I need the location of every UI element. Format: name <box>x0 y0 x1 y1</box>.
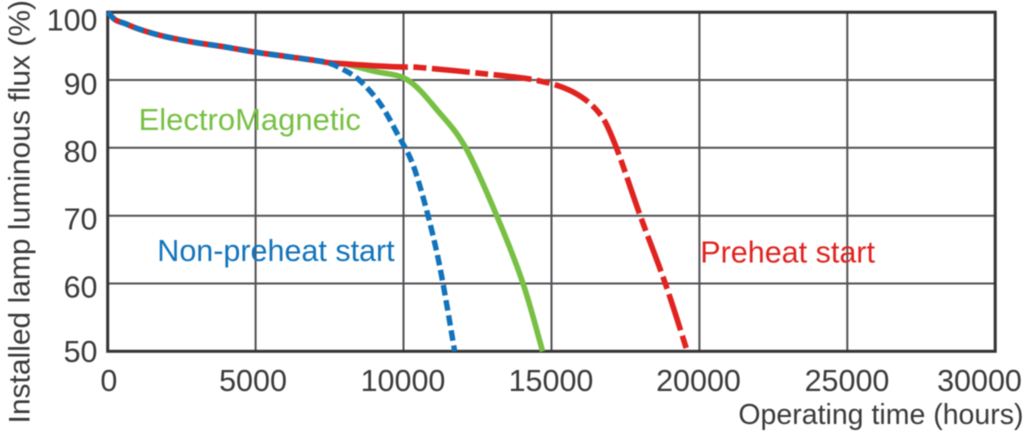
svg-text:30000: 30000 <box>937 364 1022 398</box>
svg-text:ElectroMagnetic: ElectroMagnetic <box>139 102 361 137</box>
svg-text:50: 50 <box>64 335 98 369</box>
svg-text:60: 60 <box>64 270 98 304</box>
svg-text:80: 80 <box>64 135 98 169</box>
svg-text:100: 100 <box>47 4 98 38</box>
svg-text:70: 70 <box>64 203 98 237</box>
svg-text:Non-preheat start: Non-preheat start <box>157 234 395 268</box>
svg-text:90: 90 <box>64 67 98 101</box>
svg-text:5000: 5000 <box>219 364 287 398</box>
svg-text:15000: 15000 <box>509 364 594 398</box>
svg-text:Operating time (hours): Operating time (hours) <box>738 399 1023 431</box>
svg-text:25000: 25000 <box>805 364 890 398</box>
svg-text:10000: 10000 <box>361 364 446 398</box>
svg-text:0: 0 <box>100 364 117 398</box>
svg-text:20000: 20000 <box>656 364 741 398</box>
svg-text:Installed lamp luminous flux (: Installed lamp luminous flux (%) <box>4 0 37 424</box>
svg-text:Preheat start: Preheat start <box>700 235 875 269</box>
